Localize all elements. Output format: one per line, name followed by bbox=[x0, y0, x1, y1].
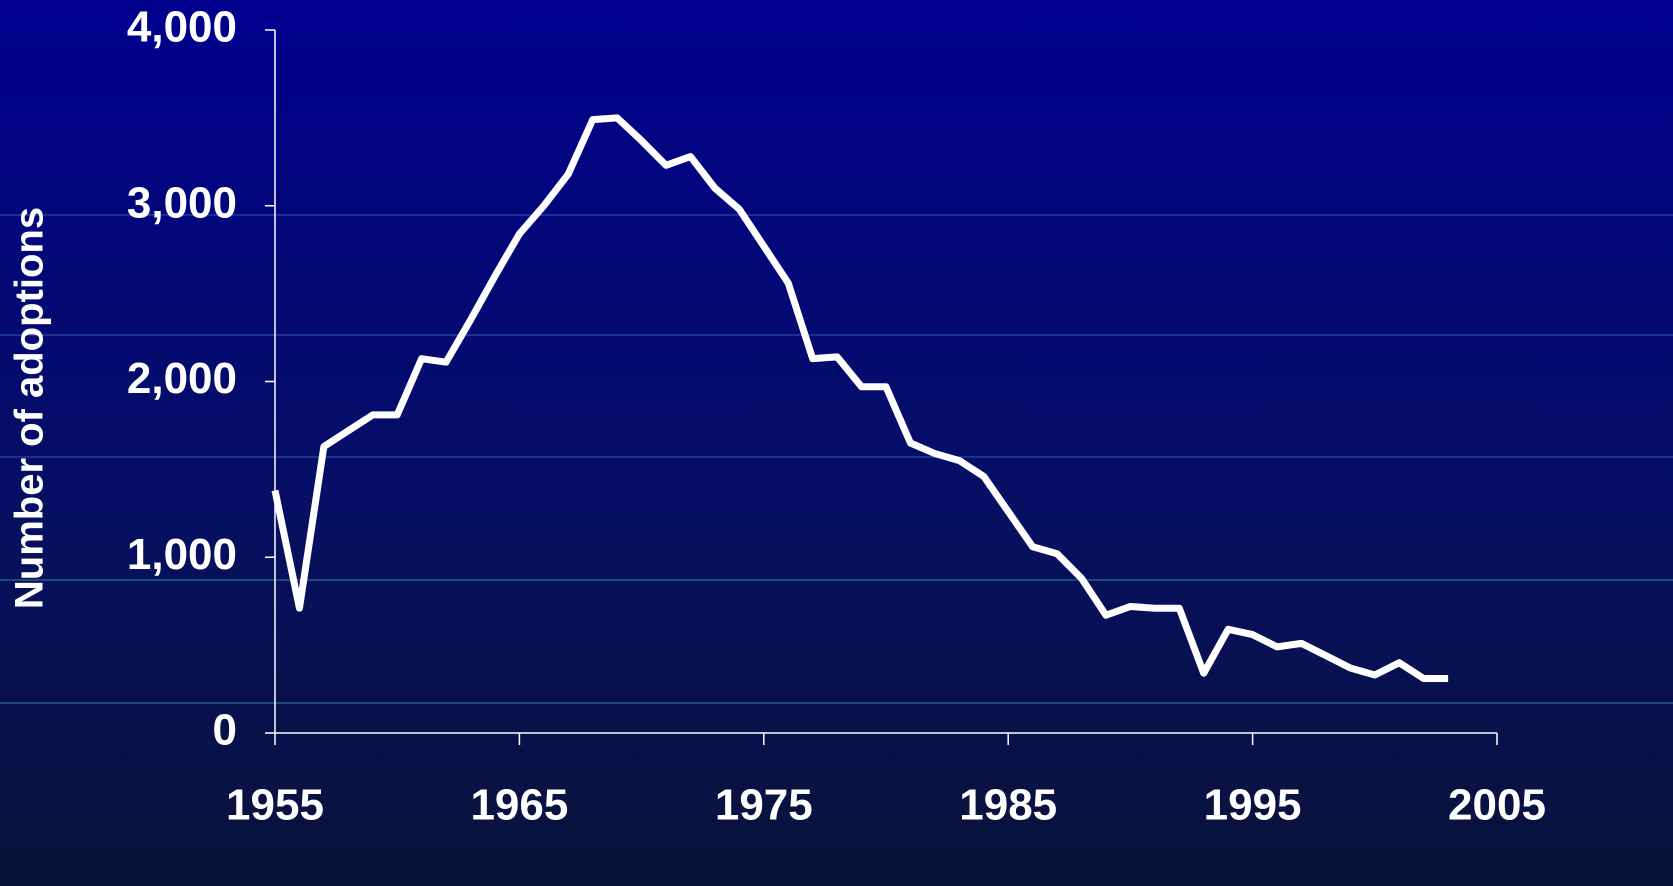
y-tick-label: 0 bbox=[213, 706, 237, 755]
x-tick-label: 1985 bbox=[959, 781, 1057, 830]
y-axis-label: Number of adoptions bbox=[8, 207, 52, 609]
data-line bbox=[271, 114, 1449, 683]
decoration bbox=[0, 214, 1673, 704]
x-tick-label: 1955 bbox=[226, 781, 324, 830]
x-tick-label: 1995 bbox=[1204, 781, 1302, 830]
x-tick-label: 2005 bbox=[1448, 781, 1546, 830]
x-tick-label: 1965 bbox=[470, 781, 568, 830]
y-tick-label: 4,000 bbox=[127, 3, 237, 52]
y-tick-label: 1,000 bbox=[127, 530, 237, 579]
y-tick-label: 2,000 bbox=[127, 354, 237, 403]
x-tick-label: 1975 bbox=[715, 781, 813, 830]
y-tick-label: 3,000 bbox=[127, 178, 237, 227]
